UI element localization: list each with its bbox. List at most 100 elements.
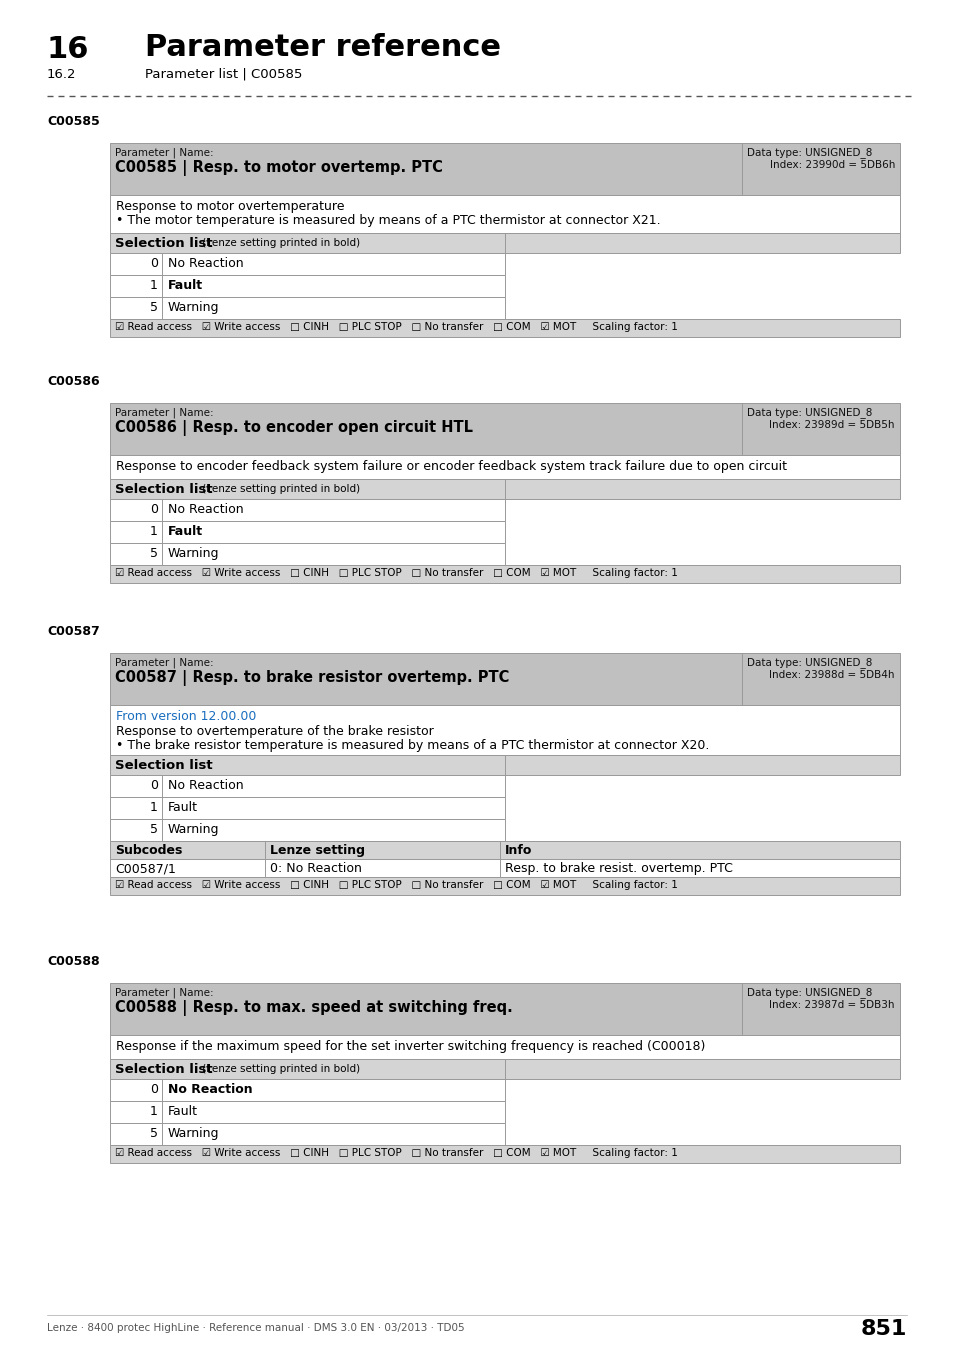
Text: C00585: C00585 (47, 115, 100, 128)
Text: C00588 | Resp. to max. speed at switching freq.: C00588 | Resp. to max. speed at switchin… (115, 1000, 512, 1017)
Text: Resp. to brake resist. overtemp. PTC: Resp. to brake resist. overtemp. PTC (504, 863, 732, 875)
Bar (110, 234, 899, 252)
Text: Response to encoder feedback system failure or encoder feedback system track fai: Response to encoder feedback system fail… (116, 460, 786, 472)
Bar (110, 500, 504, 521)
Text: Data type: UNSIGNED_8: Data type: UNSIGNED_8 (746, 406, 871, 418)
Text: C00588: C00588 (47, 954, 99, 968)
Text: 1: 1 (150, 525, 158, 539)
Text: ☑ Read access   ☑ Write access   □ CINH   □ PLC STOP   □ No transfer   □ COM   ☑: ☑ Read access ☑ Write access □ CINH □ PL… (115, 568, 678, 578)
Text: Response to motor overtemperature: Response to motor overtemperature (116, 200, 344, 213)
Text: (Lenze setting printed in bold): (Lenze setting printed in bold) (199, 485, 359, 494)
Text: No Reaction: No Reaction (168, 1083, 253, 1096)
Text: 0: 0 (150, 1083, 158, 1096)
Text: • The brake resistor temperature is measured by means of a PTC thermistor at con: • The brake resistor temperature is meas… (116, 738, 709, 752)
Text: Index: 23989d = 5DB5h: Index: 23989d = 5DB5h (769, 420, 894, 431)
Text: Response to overtemperature of the brake resistor: Response to overtemperature of the brake… (116, 725, 434, 738)
Text: No Reaction: No Reaction (168, 504, 243, 516)
Text: C00587/1: C00587/1 (115, 863, 175, 875)
Text: Warning: Warning (168, 547, 219, 560)
Bar (110, 775, 504, 796)
Text: Fault: Fault (168, 279, 203, 292)
Text: 0: No Reaction: 0: No Reaction (270, 863, 361, 875)
Text: C00586 | Resp. to encoder open circuit HTL: C00586 | Resp. to encoder open circuit H… (115, 420, 473, 436)
Text: Warning: Warning (168, 824, 219, 836)
Bar (110, 479, 899, 500)
Bar (110, 796, 504, 819)
Bar (110, 755, 899, 775)
Text: 0: 0 (150, 504, 158, 516)
Text: 16.2: 16.2 (47, 68, 76, 81)
Bar (110, 1079, 504, 1102)
Bar (110, 297, 504, 319)
Text: Selection list: Selection list (115, 483, 213, 495)
Text: Info: Info (504, 844, 532, 857)
Text: Fault: Fault (168, 525, 203, 539)
Bar (110, 705, 899, 755)
Text: No Reaction: No Reaction (168, 779, 243, 792)
Text: Response if the maximum speed for the set inverter switching frequency is reache: Response if the maximum speed for the se… (116, 1040, 704, 1053)
Text: 851: 851 (860, 1319, 906, 1339)
Text: ☑ Read access   ☑ Write access   □ CINH   □ PLC STOP   □ No transfer   □ COM   ☑: ☑ Read access ☑ Write access □ CINH □ PL… (115, 1148, 678, 1158)
Text: Fault: Fault (168, 801, 198, 814)
Text: Parameter reference: Parameter reference (145, 32, 500, 62)
Bar (110, 1145, 899, 1162)
Bar (110, 319, 899, 338)
Text: Index: 23990d = 5DB6h: Index: 23990d = 5DB6h (769, 161, 894, 170)
Text: Lenze · 8400 protec HighLine · Reference manual · DMS 3.0 EN · 03/2013 · TD05: Lenze · 8400 protec HighLine · Reference… (47, 1323, 464, 1332)
Text: Data type: UNSIGNED_8: Data type: UNSIGNED_8 (746, 657, 871, 668)
Text: • The motor temperature is measured by means of a PTC thermistor at connector X2: • The motor temperature is measured by m… (116, 215, 659, 227)
Bar (110, 1123, 504, 1145)
Bar (110, 841, 899, 859)
Bar (110, 521, 504, 543)
Bar (110, 859, 899, 878)
Text: 5: 5 (150, 824, 158, 836)
Text: Lenze setting: Lenze setting (270, 844, 365, 857)
Text: Parameter | Name:: Parameter | Name: (115, 147, 213, 158)
Bar (110, 878, 899, 895)
Text: Index: 23987d = 5DB3h: Index: 23987d = 5DB3h (769, 1000, 894, 1010)
Text: (Lenze setting printed in bold): (Lenze setting printed in bold) (199, 1064, 359, 1075)
Bar (110, 983, 899, 1035)
Bar (110, 819, 504, 841)
Text: No Reaction: No Reaction (168, 256, 243, 270)
Text: (Lenze setting printed in bold): (Lenze setting printed in bold) (199, 238, 359, 248)
Bar (110, 1058, 899, 1079)
Text: Warning: Warning (168, 301, 219, 315)
Bar (110, 653, 899, 705)
Text: 16: 16 (47, 35, 90, 63)
Text: C00587 | Resp. to brake resistor overtemp. PTC: C00587 | Resp. to brake resistor overtem… (115, 670, 509, 686)
Text: Subcodes: Subcodes (115, 844, 182, 857)
Bar (110, 566, 899, 583)
Text: From version 12.00.00: From version 12.00.00 (116, 710, 256, 724)
Text: Fault: Fault (168, 1106, 198, 1118)
Text: ☑ Read access   ☑ Write access   □ CINH   □ PLC STOP   □ No transfer   □ COM   ☑: ☑ Read access ☑ Write access □ CINH □ PL… (115, 880, 678, 890)
Text: Parameter | Name:: Parameter | Name: (115, 987, 213, 998)
Bar (110, 1035, 899, 1058)
Bar (110, 252, 504, 275)
Bar (110, 455, 899, 479)
Bar (110, 143, 899, 194)
Text: Data type: UNSIGNED_8: Data type: UNSIGNED_8 (746, 147, 871, 158)
Text: Data type: UNSIGNED_8: Data type: UNSIGNED_8 (746, 987, 871, 998)
Text: Selection list: Selection list (115, 1062, 213, 1076)
Text: C00586: C00586 (47, 375, 99, 387)
Text: ☑ Read access   ☑ Write access   □ CINH   □ PLC STOP   □ No transfer   □ COM   ☑: ☑ Read access ☑ Write access □ CINH □ PL… (115, 323, 678, 332)
Text: 1: 1 (150, 1106, 158, 1118)
Text: 0: 0 (150, 779, 158, 792)
Text: Index: 23988d = 5DB4h: Index: 23988d = 5DB4h (769, 670, 894, 680)
Bar (110, 1102, 504, 1123)
Text: C00587: C00587 (47, 625, 100, 639)
Text: 5: 5 (150, 301, 158, 315)
Text: Parameter | Name:: Parameter | Name: (115, 657, 213, 667)
Text: 5: 5 (150, 547, 158, 560)
Text: 0: 0 (150, 256, 158, 270)
Text: 5: 5 (150, 1127, 158, 1139)
Text: 1: 1 (150, 279, 158, 292)
Text: Selection list: Selection list (115, 238, 213, 250)
Bar (110, 194, 899, 234)
Bar (110, 543, 504, 566)
Text: Parameter list | C00585: Parameter list | C00585 (145, 68, 302, 81)
Text: 1: 1 (150, 801, 158, 814)
Text: Parameter | Name:: Parameter | Name: (115, 406, 213, 417)
Bar (110, 275, 504, 297)
